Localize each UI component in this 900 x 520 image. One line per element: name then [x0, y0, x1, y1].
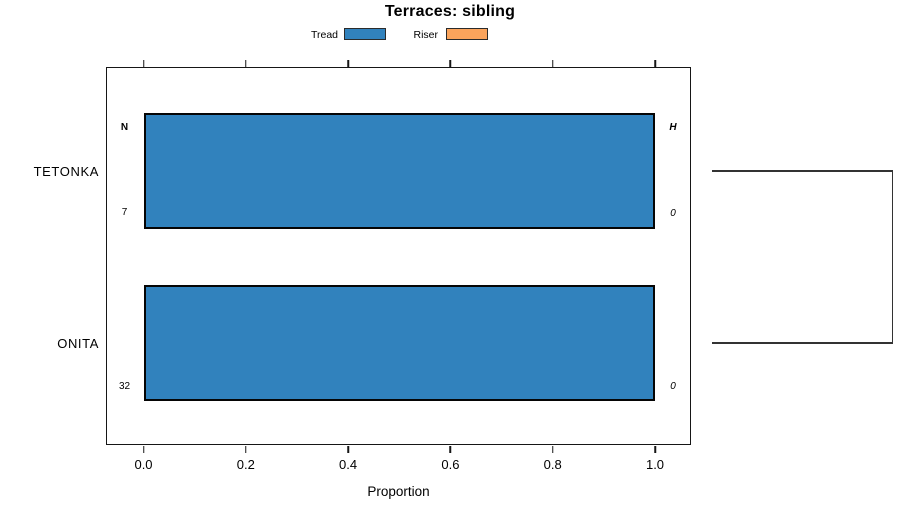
legend-swatch-riser — [446, 28, 488, 40]
x-axis-tick — [449, 60, 452, 67]
x-axis-tick-label: 0.8 — [543, 457, 562, 472]
x-axis-tick — [245, 60, 247, 67]
x-axis-tick — [245, 445, 247, 453]
x-axis-tick — [551, 60, 554, 67]
x-axis-tick-label: 0.6 — [441, 457, 460, 472]
x-axis-tick-label: 1.0 — [645, 457, 665, 472]
annotation-h-onita: 0 — [670, 381, 676, 392]
x-axis-tick — [654, 60, 656, 67]
y-category-label-onita: ONITA — [57, 336, 99, 351]
legend-label-riser: Riser — [413, 29, 438, 41]
annotation-n-onita: 32 — [118, 381, 131, 392]
bar-tetonka-tread — [143, 113, 655, 229]
x-axis-tick-label: 0.2 — [236, 457, 255, 472]
bar-row-tetonka — [143, 113, 655, 229]
annotation-header-h: H — [669, 122, 677, 133]
x-axis-tick — [654, 445, 656, 453]
annotation-header-n: N — [120, 122, 129, 133]
x-axis-tick-label: 0.4 — [339, 457, 358, 472]
x-axis-tick — [142, 445, 145, 453]
legend-swatch-tread — [344, 28, 386, 40]
y-category-label-tetonka: TETONKA — [33, 164, 99, 179]
annotation-n-tetonka: 7 — [121, 207, 128, 218]
x-axis-tick — [142, 60, 145, 67]
dendrogram-join — [892, 170, 894, 344]
x-axis-title: Proportion — [367, 484, 430, 499]
x-axis-ticks-bottom — [142, 445, 656, 453]
chart-title: Terraces: sibling — [384, 3, 516, 20]
x-axis-tick — [347, 445, 349, 453]
x-axis-tick-label: 0.0 — [134, 457, 153, 472]
x-axis-ticks-top — [142, 60, 656, 67]
x-axis-tick-labels: 0.0 0.2 0.4 0.6 0.8 1.0 — [134, 457, 664, 472]
annotation-h-tetonka: 0 — [670, 208, 676, 219]
dendrogram-branch-onita — [712, 342, 893, 344]
legend-label-tread: Tread — [310, 29, 338, 41]
bar-onita-tread — [143, 285, 655, 401]
x-axis-tick — [347, 60, 349, 67]
x-axis-tick — [449, 445, 452, 453]
bar-row-onita — [143, 285, 655, 401]
x-axis-tick — [551, 445, 554, 453]
dendrogram-branch-tetonka — [712, 170, 893, 172]
